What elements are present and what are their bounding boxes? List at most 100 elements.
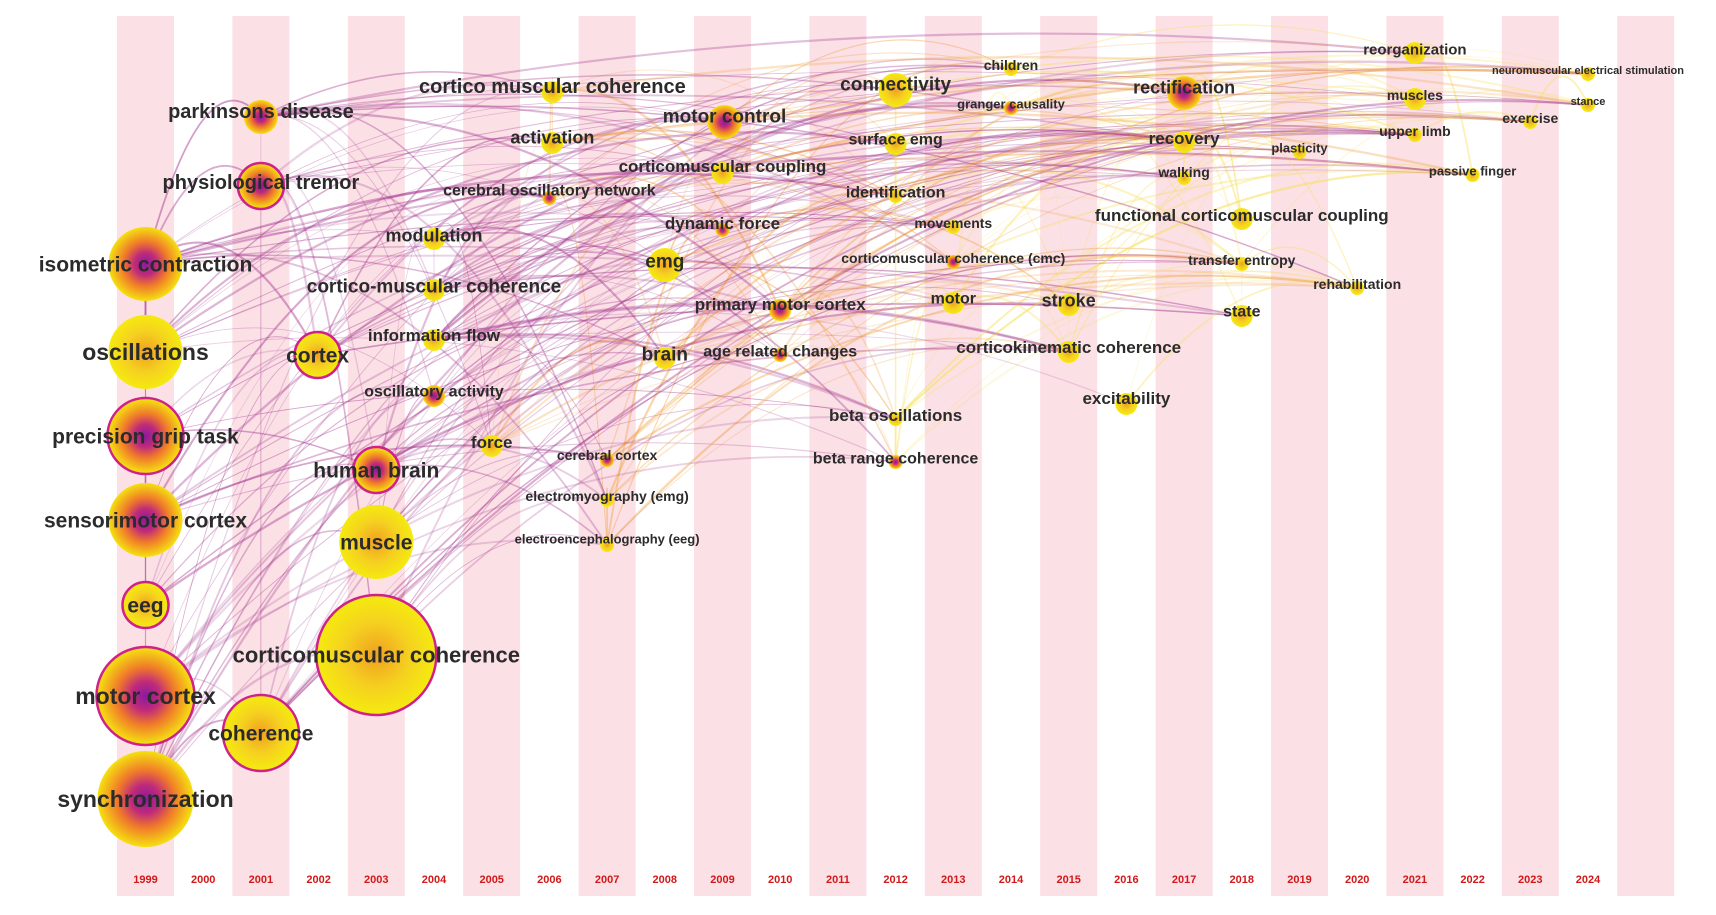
- node-circle[interactable]: [97, 751, 194, 847]
- node-circle[interactable]: [1173, 131, 1196, 153]
- node-circle[interactable]: [480, 435, 503, 457]
- node-circle[interactable]: [1057, 294, 1080, 316]
- node-circle[interactable]: [600, 493, 615, 507]
- node-corticomuscular-coupling[interactable]: [711, 162, 734, 184]
- node-circle[interactable]: [884, 133, 907, 155]
- node-surface-emg[interactable]: [884, 133, 907, 155]
- node-circle[interactable]: [541, 81, 564, 103]
- node-circle[interactable]: [223, 696, 298, 770]
- node-circle[interactable]: [317, 596, 436, 714]
- node-circle[interactable]: [1350, 281, 1365, 295]
- node-beta-oscillations[interactable]: [888, 412, 903, 426]
- node-force[interactable]: [480, 435, 503, 457]
- node-circle[interactable]: [769, 299, 792, 321]
- node-circle[interactable]: [1403, 42, 1426, 64]
- node-muscle[interactable]: [339, 505, 414, 579]
- node-circle[interactable]: [354, 448, 399, 492]
- node-circle[interactable]: [1177, 171, 1192, 185]
- node-circle[interactable]: [773, 348, 788, 362]
- node-circle[interactable]: [97, 648, 194, 744]
- node-circle[interactable]: [946, 220, 961, 234]
- node-age-related-changes[interactable]: [773, 348, 788, 362]
- node-circle[interactable]: [238, 164, 283, 208]
- node-transfer-entropy[interactable]: [1234, 257, 1249, 271]
- node-connectivity[interactable]: [878, 73, 913, 107]
- node-brain[interactable]: [653, 347, 676, 369]
- node-circle[interactable]: [541, 132, 564, 154]
- node-circle[interactable]: [339, 505, 414, 579]
- node-cortex[interactable]: [293, 330, 342, 380]
- node-recovery[interactable]: [1173, 131, 1196, 153]
- node-circle[interactable]: [600, 538, 615, 552]
- node-circle[interactable]: [295, 333, 340, 377]
- node-passive-finger[interactable]: [1465, 168, 1480, 182]
- node-circle[interactable]: [715, 223, 730, 237]
- node-stroke[interactable]: [1057, 294, 1080, 316]
- node-electroencephalography-eeg[interactable]: [600, 538, 615, 552]
- node-circle[interactable]: [600, 453, 615, 467]
- node-rectification[interactable]: [1167, 76, 1202, 110]
- node-circle[interactable]: [1004, 62, 1018, 76]
- node-circle[interactable]: [243, 100, 278, 134]
- node-functional-corticomuscular-coupling[interactable]: [1230, 208, 1253, 230]
- node-circle[interactable]: [423, 279, 445, 301]
- node-circle[interactable]: [711, 162, 734, 184]
- node-motor-control[interactable]: [707, 105, 742, 139]
- node-cortico-muscular-coherence[interactable]: [423, 279, 445, 301]
- node-circle[interactable]: [1523, 115, 1538, 129]
- node-coherence[interactable]: [221, 693, 301, 773]
- node-circle[interactable]: [1057, 341, 1080, 363]
- node-circle[interactable]: [542, 191, 557, 205]
- node-circle[interactable]: [423, 228, 445, 250]
- node-eeg[interactable]: [121, 580, 170, 630]
- node-primary-motor-cortex[interactable]: [769, 299, 792, 321]
- node-circle[interactable]: [1167, 76, 1202, 110]
- node-circle[interactable]: [1403, 88, 1426, 110]
- node-circle[interactable]: [1581, 67, 1595, 81]
- node-children[interactable]: [1004, 62, 1018, 76]
- node-walking[interactable]: [1177, 171, 1192, 185]
- node-physiological-tremor[interactable]: [236, 161, 286, 211]
- node-reorganization[interactable]: [1403, 42, 1426, 64]
- node-motor-cortex[interactable]: [95, 645, 196, 747]
- node-circle[interactable]: [1004, 101, 1018, 115]
- node-granger-causality[interactable]: [1004, 101, 1018, 115]
- node-sensorimotor-cortex[interactable]: [108, 483, 183, 557]
- node-oscillatory-activity[interactable]: [423, 385, 445, 407]
- node-circle[interactable]: [878, 73, 913, 107]
- node-circle[interactable]: [647, 248, 682, 282]
- node-circle[interactable]: [888, 412, 903, 426]
- node-cerebral-cortex[interactable]: [600, 453, 615, 467]
- node-parkinsons-disease[interactable]: [243, 100, 278, 134]
- node-circle[interactable]: [108, 399, 183, 473]
- node-exercise[interactable]: [1523, 115, 1538, 129]
- node-precision-grip-task[interactable]: [106, 396, 185, 476]
- node-circle[interactable]: [888, 189, 903, 203]
- node-circle[interactable]: [1234, 257, 1249, 271]
- node-circle[interactable]: [108, 227, 183, 301]
- node-synchronization[interactable]: [97, 751, 194, 847]
- node-information-flow[interactable]: [423, 329, 445, 351]
- node-circle[interactable]: [1407, 128, 1422, 142]
- node-modulation[interactable]: [423, 228, 445, 250]
- node-corticomuscular-coherence-cmc[interactable]: [946, 255, 961, 269]
- node-dynamic-force[interactable]: [715, 223, 730, 237]
- node-oscillations[interactable]: [108, 315, 183, 389]
- node-circle[interactable]: [423, 329, 445, 351]
- node-emg[interactable]: [647, 248, 682, 282]
- node-circle[interactable]: [423, 385, 445, 407]
- node-circle[interactable]: [108, 483, 183, 557]
- node-upper-limb[interactable]: [1407, 128, 1422, 142]
- node-rehabilitation[interactable]: [1350, 281, 1365, 295]
- node-circle[interactable]: [1465, 168, 1480, 182]
- node-stance[interactable]: [1581, 98, 1595, 112]
- node-corticokinematic-coherence[interactable]: [1057, 341, 1080, 363]
- node-circle[interactable]: [1230, 305, 1253, 327]
- node-circle[interactable]: [1230, 208, 1253, 230]
- node-state[interactable]: [1230, 305, 1253, 327]
- node-movements[interactable]: [946, 220, 961, 234]
- node-cerebral-oscillatory-network[interactable]: [542, 191, 557, 205]
- node-muscles[interactable]: [1403, 88, 1426, 110]
- node-cortico-muscular-coherence[interactable]: [541, 81, 564, 103]
- node-corticomuscular-coherence[interactable]: [315, 593, 438, 717]
